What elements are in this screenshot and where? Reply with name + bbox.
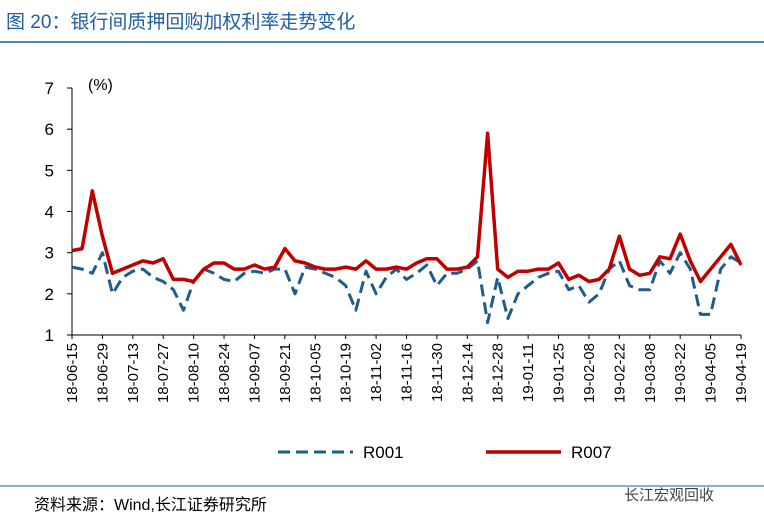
- y-axis-label: (%): [88, 77, 113, 94]
- x-tick-label: 19-04-19: [733, 343, 750, 403]
- x-tick-label: 18-09-07: [246, 343, 263, 403]
- x-tick-label: 18-12-28: [490, 343, 507, 403]
- legend-label: R001: [363, 443, 404, 462]
- series-line: [71, 131, 743, 284]
- x-tick-label: 19-03-08: [642, 343, 659, 403]
- x-tick-label: 19-02-08: [581, 343, 598, 403]
- x-tick-label: 19-01-25: [551, 343, 568, 403]
- y-tick-label: 6: [45, 120, 54, 139]
- y-tick-label: 3: [45, 244, 54, 263]
- series-line: [71, 251, 742, 325]
- source: 资料来源：Wind,长江证券研究所: [34, 496, 267, 514]
- x-tick-label: 19-04-05: [703, 343, 720, 403]
- x-tick-label: 18-11-30: [429, 343, 446, 402]
- y-tick-label: 4: [45, 203, 54, 222]
- legend-label: R007: [571, 443, 612, 462]
- x-tick-label: 18-11-16: [399, 343, 416, 402]
- x-tick-label: 18-06-15: [64, 343, 81, 403]
- x-tick-label: 18-08-10: [186, 343, 203, 403]
- y-tick-label: 1: [45, 326, 54, 345]
- x-tick-label: 18-11-02: [368, 343, 385, 402]
- x-tick-label: 18-09-21: [277, 343, 294, 403]
- x-tick-label: 18-06-29: [94, 343, 111, 403]
- x-tick-label: 18-07-13: [125, 343, 142, 403]
- y-tick-label: 2: [45, 285, 54, 304]
- x-tick-label: 18-08-24: [216, 343, 233, 403]
- y-tick-label: 7: [45, 79, 54, 98]
- x-tick-label: 19-01-11: [520, 343, 537, 402]
- x-tick-label: 18-07-27: [155, 343, 172, 403]
- x-tick-label: 18-10-19: [338, 343, 355, 403]
- x-tick-label: 19-02-22: [611, 343, 628, 403]
- y-tick-label: 5: [45, 161, 54, 180]
- watermark: 长江宏观回收: [624, 487, 714, 504]
- x-tick-label: 18-10-05: [307, 343, 324, 403]
- chart-title: 图 20：银行间质押回购加权利率走势变化: [6, 11, 355, 33]
- x-tick-label: 19-03-22: [672, 343, 689, 403]
- x-tick-label: 18-12-14: [459, 343, 476, 403]
